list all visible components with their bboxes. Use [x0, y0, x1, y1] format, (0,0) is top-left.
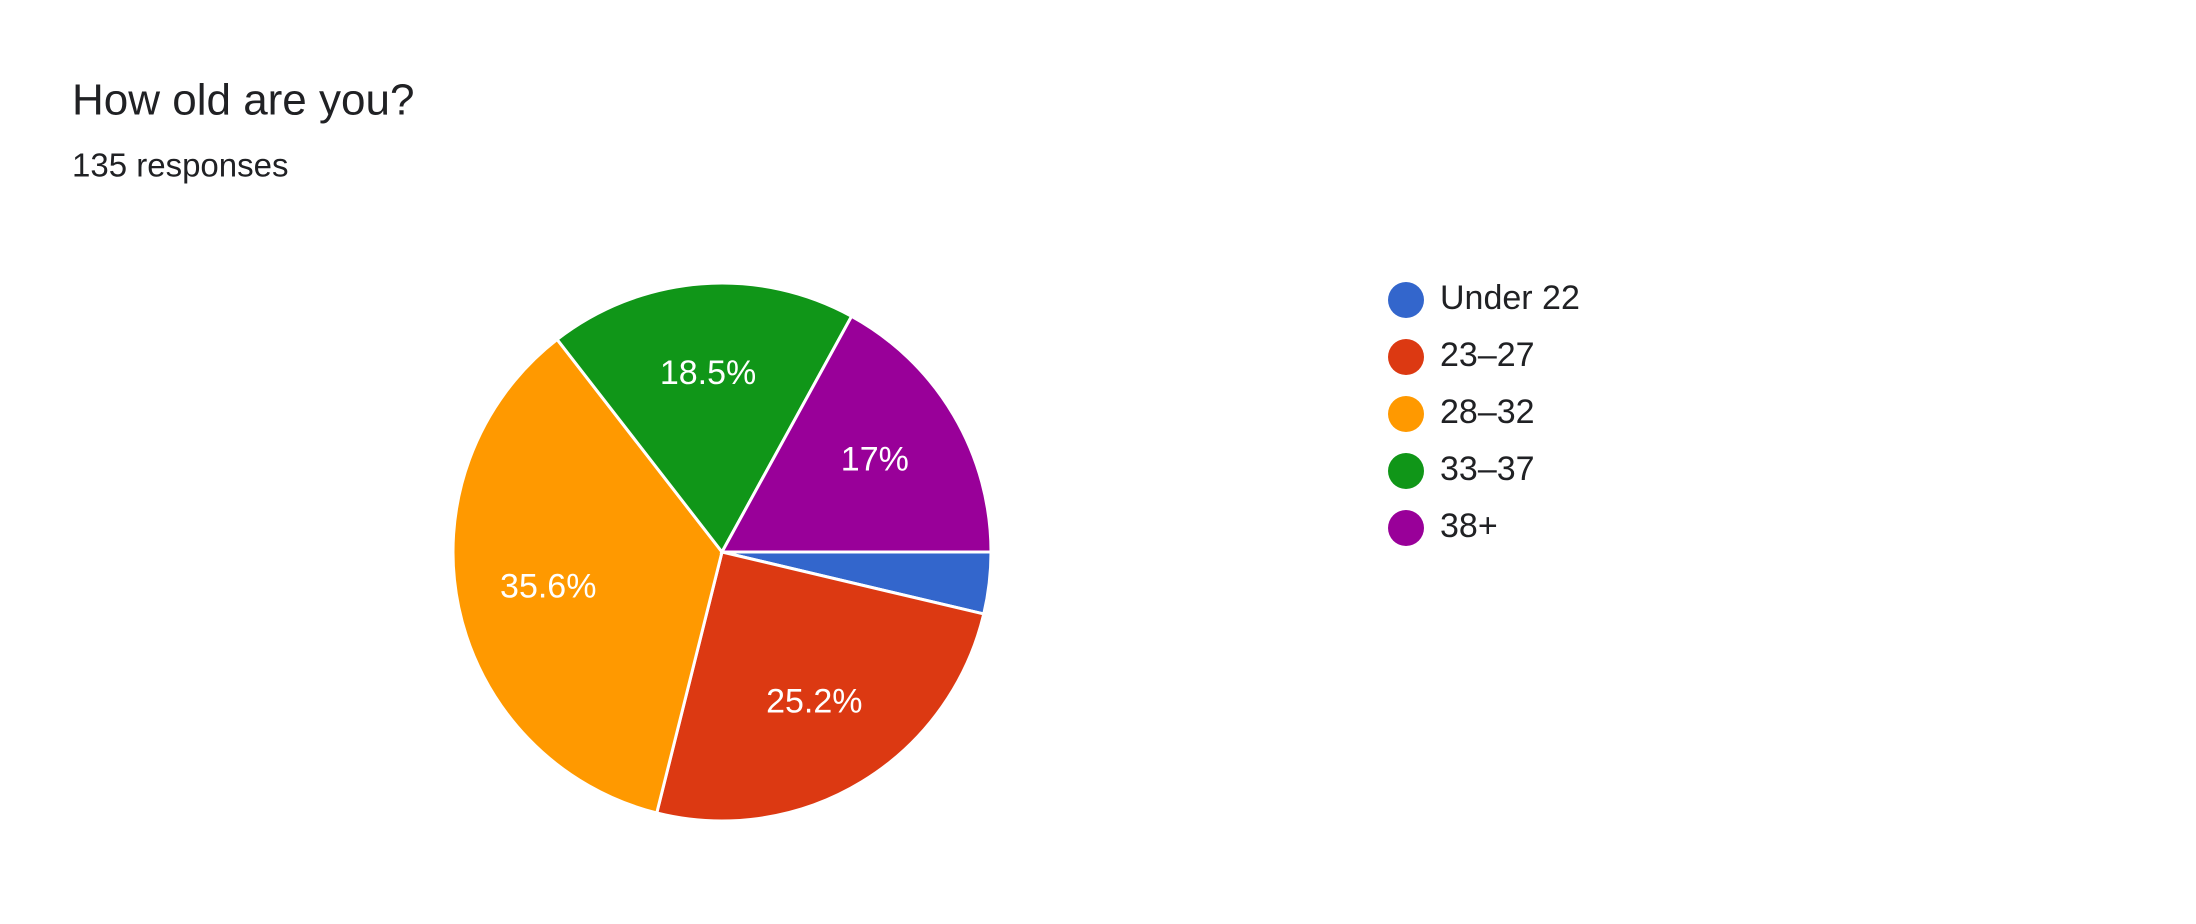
pie-slice [451, 337, 724, 815]
legend-label: 23–27 [1440, 336, 1535, 374]
legend-label: Under 22 [1440, 279, 1580, 317]
legend-marker [1388, 453, 1424, 489]
legend-label: 28–32 [1440, 393, 1535, 431]
legend-label: 33–37 [1440, 450, 1535, 488]
legend-marker [1388, 396, 1424, 432]
pie-slice [555, 281, 854, 555]
data-label: 17% [841, 441, 909, 479]
data-label: 18.5% [660, 354, 756, 392]
chart-title: How old are you? [72, 76, 414, 125]
chart-subtitle: 135 responses [72, 147, 288, 184]
pie-slice [654, 550, 986, 823]
pie-slice [719, 314, 993, 554]
legend-label: 38+ [1440, 507, 1498, 545]
legend-marker [1388, 339, 1424, 375]
legend-marker [1388, 282, 1424, 318]
data-label: 35.6% [500, 568, 596, 606]
data-label: 25.2% [766, 683, 862, 721]
legend-marker [1388, 510, 1424, 546]
